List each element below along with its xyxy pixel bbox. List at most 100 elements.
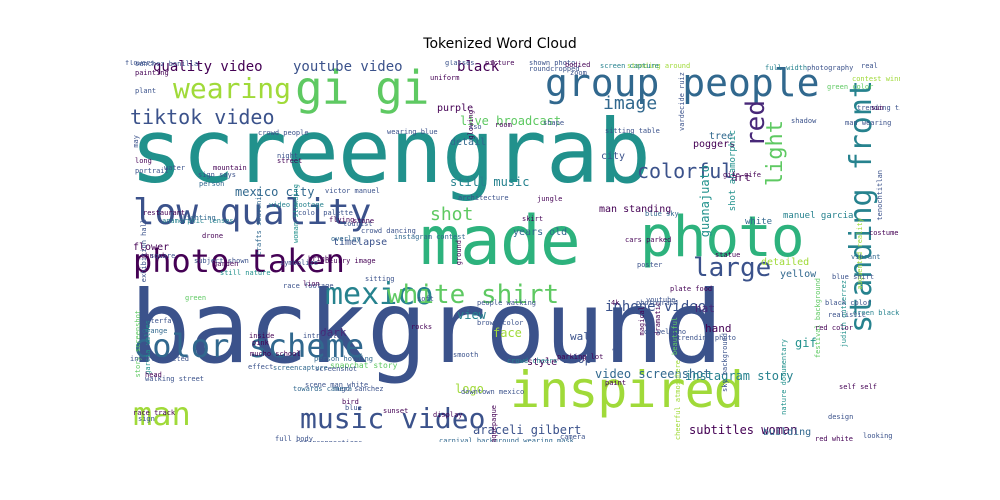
cloud-word: hand [705, 322, 732, 335]
cloud-word: green black [853, 309, 900, 317]
cloud-word: photography [807, 64, 854, 72]
cloud-word: screen capture [600, 62, 660, 70]
cloud-word: scene man white [305, 381, 369, 389]
cloud-word: city [601, 151, 626, 162]
cloud-word: quality video [153, 60, 263, 75]
cloud-word: gife gife [723, 171, 761, 179]
cloud-word: race footage [283, 282, 334, 290]
cloud-word: square [150, 252, 176, 260]
cloud-word: garden [213, 260, 239, 268]
cloud-word: made [420, 202, 581, 281]
cloud-word: trending tiktok [857, 104, 900, 112]
cloud-word: statue [715, 251, 741, 259]
cloud-word: black [457, 60, 500, 75]
cloud-word: green [185, 294, 207, 302]
cloud-word: festival background [814, 278, 822, 359]
cloud-word: crafts souvenirs [255, 188, 263, 256]
cloud-word: story screenshot [134, 310, 142, 378]
cloud-word: contest winner [852, 75, 900, 83]
cloud-word: hat [695, 302, 715, 315]
cloud-word: sky background [721, 333, 729, 393]
cloud-word: hugo sanchez [333, 385, 384, 393]
cloud-word: sanchez bonilla [135, 60, 199, 68]
cloud-word: shadow [791, 117, 817, 125]
cloud-word: screenshot [315, 365, 358, 373]
cloud-word: subtitles woman [689, 423, 798, 437]
cloud-word: stone [353, 217, 375, 225]
cloud-word: mucho school [250, 350, 301, 358]
cloud-word: woman standing [292, 184, 300, 244]
cloud-word: tiktok video [130, 105, 275, 129]
cloud-word: rocks [411, 323, 433, 331]
cloud-word: guanajuato [698, 165, 712, 238]
cloud-word: zoom [570, 69, 587, 77]
cloud-word: full body [275, 435, 313, 443]
cloud-word: background [130, 269, 723, 386]
cloud-word: tree [709, 131, 734, 142]
cloud-word: red white [815, 435, 853, 443]
cloud-word: araceli gilbert [473, 423, 582, 437]
cloud-word: sign says [198, 171, 236, 179]
cloud-word: dark [320, 326, 347, 339]
cloud-word: shown photo [529, 60, 576, 67]
cloud-word: video screenshot [595, 367, 711, 381]
cloud-word: brown color [477, 319, 524, 327]
cloud-word: roundcropped [529, 65, 580, 73]
cloud-word: jungle [537, 195, 563, 203]
cloud-word: sitting table [605, 127, 660, 135]
cloud-word: tlaquepaque [490, 405, 498, 442]
cloud-word: yellow [780, 269, 817, 280]
cloud-word: tourist [343, 220, 373, 228]
cloud-word: picture [485, 60, 515, 67]
cloud-word: long [135, 157, 152, 165]
cloud-word: real [861, 62, 878, 70]
cloud-word: carnival background wearing mask [439, 437, 574, 443]
cloud-word: wearing blue [387, 128, 438, 136]
cloud-word: church [141, 252, 167, 260]
cloud-word: man wearing [845, 119, 892, 127]
cloud-word: sign [138, 415, 155, 423]
cloud-word: room [495, 121, 512, 129]
cloud-word: glasses [445, 60, 475, 67]
cloud-word: poggers [693, 139, 736, 150]
cloud-word: man standing [599, 204, 672, 215]
cloud-word: photo taken [133, 242, 345, 280]
cloud-word: blue [345, 404, 362, 412]
cloud-word: style [527, 357, 558, 368]
cloud-word: view [457, 308, 486, 322]
cloud-word: colorful [637, 159, 734, 183]
cloud-word: portrait [135, 167, 169, 175]
cloud-word: photo [640, 205, 805, 270]
cloud-word: flowers [125, 60, 155, 67]
cloud-word: blue sky [645, 210, 679, 218]
cloud-word: mexico [325, 277, 434, 312]
cloud-word: shot [430, 204, 474, 225]
cloud-word: looking [863, 432, 893, 440]
cloud-word: anamorphic lenses [162, 217, 234, 225]
cloud-word: street [277, 157, 303, 165]
cloud-word: sun [871, 104, 884, 112]
cloud-word: downtown mexico [461, 388, 525, 396]
word-cloud: background screengrab made photo inspired gi … [125, 60, 900, 442]
cloud-word: walking street [145, 375, 205, 383]
cloud-word: wall [570, 330, 597, 343]
cloud-word: painting [135, 69, 169, 77]
cloud-word: iphone video [605, 299, 707, 315]
cloud-word: de welacho [644, 328, 687, 336]
cloud-word: restaurant [143, 209, 186, 217]
cloud-word: subject shown [194, 257, 249, 265]
cloud-word: cheerful atmosphere [674, 360, 682, 441]
cloud-word: tenochtitlan [876, 170, 884, 221]
cloud-word: red color [815, 324, 853, 332]
cloud-word: detail [450, 137, 487, 148]
cloud-word: purple [437, 103, 474, 114]
cloud-word: cars parked [625, 236, 672, 244]
cloud-word: crowd dancing [361, 227, 416, 235]
cloud-word: logo [455, 382, 484, 396]
cloud-word: mountain [213, 164, 247, 172]
cloud-word: paint [605, 379, 627, 387]
cloud-word: lion [303, 280, 320, 288]
cloud-word: gif [795, 336, 817, 350]
cloud-word: bodied [565, 61, 591, 69]
cloud-word: effect [248, 363, 274, 371]
